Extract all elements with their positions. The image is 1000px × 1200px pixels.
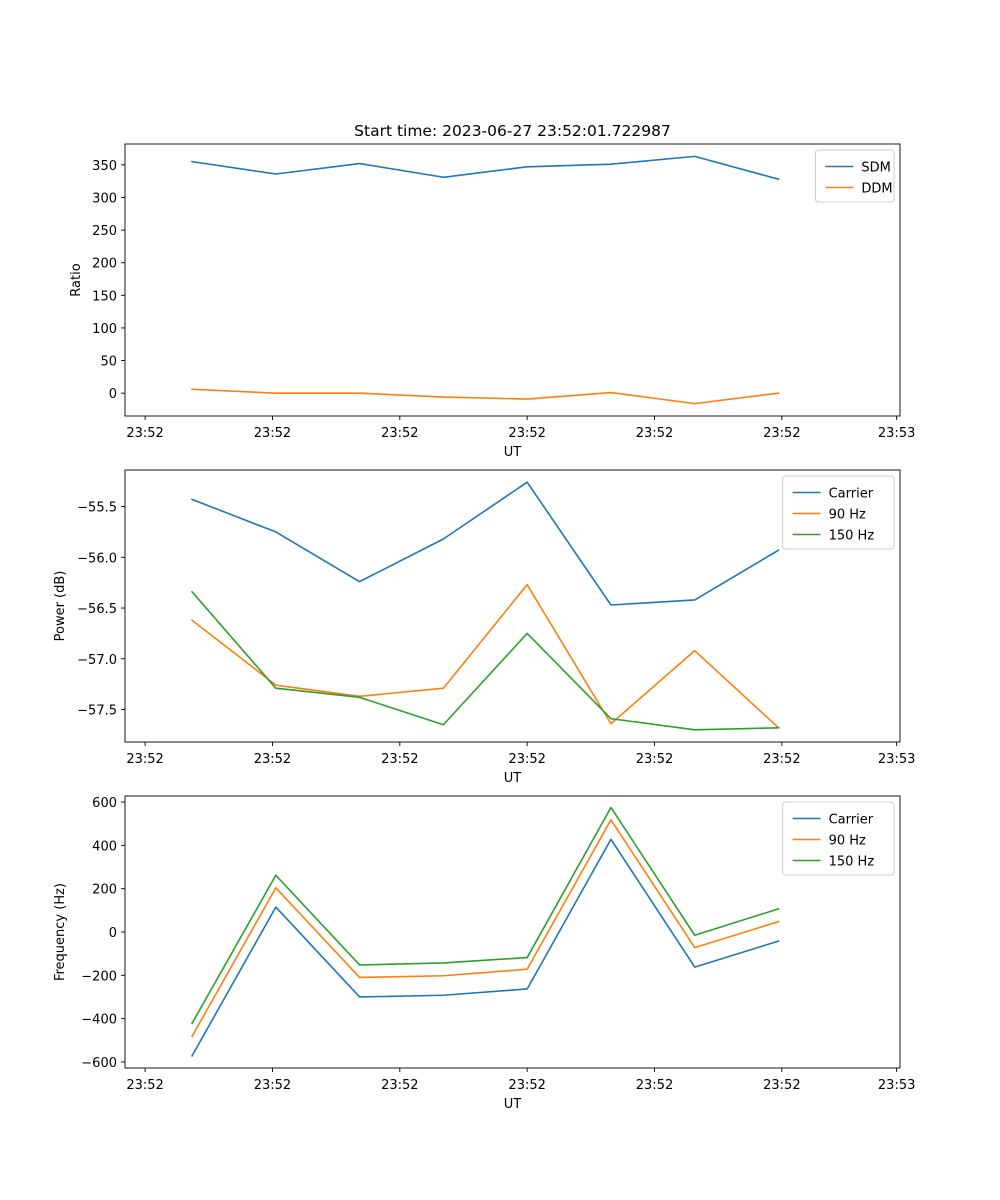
y-tick-label: −57.0 [77, 653, 117, 668]
x-axis-label: UT [504, 771, 522, 786]
x-tick-label: 23:53 [878, 426, 915, 441]
x-axis-label: UT [504, 1097, 522, 1112]
x-tick-label: 23:53 [878, 1078, 915, 1093]
series-line-carrier [190, 838, 780, 1057]
legend-entry: 90 Hz [829, 508, 866, 523]
x-tick-label: 23:52 [381, 426, 418, 441]
x-tick-label: 23:52 [254, 1078, 291, 1093]
x-tick-label: 23:52 [126, 426, 163, 441]
x-tick-label: 23:52 [508, 1078, 545, 1093]
subplot-3: 23:52 23:52 23:52 23:52 23:52 23:52 23:53 −600 −… [53, 795, 915, 1112]
legend-entry: Carrier [829, 813, 874, 828]
series-line-carrier [190, 481, 780, 606]
x-tick-label: 23:52 [254, 752, 291, 767]
legend-box [782, 475, 895, 550]
y-tick-label: −55.5 [77, 501, 117, 516]
x-tick-label: 23:52 [126, 1078, 163, 1093]
y-tick-label: 150 [92, 289, 117, 304]
y-tick-label: 200 [92, 883, 117, 898]
x-tick-label: 23:52 [763, 752, 800, 767]
x-tick-label: 23:52 [636, 752, 673, 767]
y-tick-label: 50 [100, 355, 117, 370]
y-tick-label: 100 [92, 322, 117, 337]
legend-entry: 90 Hz [829, 834, 866, 849]
series-line-150-hz [190, 806, 780, 1025]
y-tick-label: −56.0 [77, 551, 117, 566]
legend-box [782, 801, 895, 876]
y-tick-label: −56.5 [77, 602, 117, 617]
x-tick-label: 23:53 [878, 752, 915, 767]
legend-box [814, 149, 895, 203]
legend: Carrier 90 Hz 150 Hz [782, 801, 895, 876]
x-tick-label: 23:52 [508, 426, 545, 441]
legend: Carrier 90 Hz 150 Hz [782, 475, 895, 550]
x-tick-label: 23:52 [636, 426, 673, 441]
y-axis-label: Ratio [69, 263, 84, 296]
legend: SDM DDM [814, 149, 895, 203]
series-line-90-hz [190, 819, 780, 1038]
x-axis-label: UT [504, 445, 522, 460]
y-tick-label: 400 [92, 839, 117, 854]
y-tick-label: −400 [81, 1013, 117, 1028]
y-tick-label: −57.5 [77, 704, 117, 719]
legend-entry: SDM [861, 161, 890, 176]
legend-entry: Carrier [829, 487, 874, 502]
legend-entry: 150 Hz [829, 529, 875, 544]
series-line-sdm [191, 155, 780, 181]
x-tick-label: 23:52 [381, 752, 418, 767]
y-tick-label: 350 [92, 159, 117, 174]
chart-title: Start time: 2023-06-27 23:52:01.722987 [354, 122, 671, 140]
x-tick-label: 23:52 [763, 1078, 800, 1093]
x-tick-label: 23:52 [763, 426, 800, 441]
series-line-ddm [191, 388, 780, 405]
series-line-150-hz [190, 590, 780, 731]
subplot-2: 23:52 23:52 23:52 23:52 23:52 23:52 23:53 −57.5… [53, 469, 915, 786]
x-tick-label: 23:52 [636, 1078, 673, 1093]
y-tick-label: 300 [92, 191, 117, 206]
axes-frame [124, 469, 901, 743]
x-tick-label: 23:52 [381, 1078, 418, 1093]
x-tick-label: 23:52 [126, 752, 163, 767]
x-tick-label: 23:52 [508, 752, 545, 767]
y-tick-label: 0 [109, 926, 117, 941]
y-axis-label: Frequency (Hz) [53, 883, 68, 981]
legend-entry: DDM [861, 182, 892, 197]
series-line-90-hz [190, 583, 780, 729]
y-tick-label: 600 [92, 796, 117, 811]
legend-entry: 150 Hz [829, 855, 875, 870]
subplot-1: 23:52 23:52 23:52 23:52 23:52 23:52 23:53 0 50 10… [69, 122, 915, 460]
y-tick-label: 0 [109, 387, 117, 402]
y-tick-label: 250 [92, 224, 117, 239]
axes-frame [124, 143, 901, 417]
y-tick-label: −200 [81, 969, 117, 984]
y-tick-label: −600 [81, 1056, 117, 1071]
y-axis-label: Power (dB) [53, 571, 68, 642]
x-tick-label: 23:52 [254, 426, 291, 441]
y-tick-label: 200 [92, 257, 117, 272]
